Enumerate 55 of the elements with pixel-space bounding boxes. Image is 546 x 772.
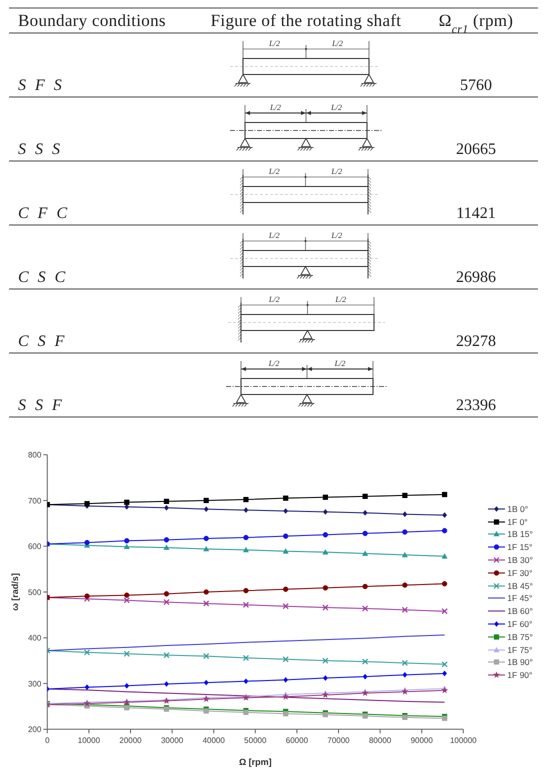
x-tick-label: 80000: [368, 736, 392, 745]
y-tick-label: 200: [28, 725, 42, 734]
shaft-diagram: L/2 L/2: [230, 103, 382, 151]
y-tick-label: 800: [28, 450, 42, 460]
y-tick-label: 600: [28, 542, 42, 552]
x-tick-label: 100000: [450, 736, 478, 745]
legend-label: 1B 75°: [507, 632, 533, 642]
legend-label: 1B 45°: [507, 580, 533, 591]
y-tick-label: 700: [28, 496, 42, 506]
legend-label: 1B 15°: [507, 529, 533, 540]
category-label: C F C: [18, 205, 68, 222]
legend-label: 1F 60°: [507, 618, 532, 629]
x-tick-label: 0: [45, 736, 50, 745]
x-tick-label: 70000: [327, 736, 350, 745]
shaft-diagram: L/2 L/2: [230, 39, 380, 87]
shaft-diagram: L/2 L/2: [230, 167, 380, 215]
category-label: S S F: [18, 397, 62, 414]
x-tick-label: 30000: [160, 736, 184, 745]
legend-label: 1B 0°: [507, 504, 528, 514]
text: Ω$_{cr1}$ (rpm): [438, 11, 514, 36]
category-label: S F S: [18, 77, 62, 94]
legend-label: 1B 90°: [507, 657, 533, 668]
legend-label: 1F 45°: [507, 593, 532, 604]
category-label: C S C: [18, 269, 66, 286]
data-label: 26986: [456, 269, 496, 286]
text: Figure of the rotating shaft: [210, 11, 402, 30]
data-label: 20665: [456, 141, 496, 158]
x-tick-label: 20000: [119, 736, 142, 745]
y-tick-label: 300: [28, 679, 42, 688]
x-tick-label: 50000: [244, 736, 267, 745]
legend-label: 1F 90°: [507, 670, 532, 680]
y-tick-label: 500: [28, 588, 42, 597]
data-label: 23396: [456, 397, 496, 414]
x-tick-label: 40000: [202, 736, 226, 745]
x-tick-label: 10000: [78, 736, 101, 745]
x-tick-label: 90000: [410, 736, 434, 745]
legend-label: 1F 75°: [507, 644, 532, 655]
y-tick-label: 400: [28, 634, 42, 643]
data-label: 5760: [460, 77, 492, 94]
data-label: 29278: [456, 333, 496, 350]
category-label: C S F: [18, 333, 65, 350]
text: Boundary conditions: [18, 11, 166, 30]
legend-label: 1F 15°: [507, 542, 532, 552]
shaft-diagram: L/2 L/2: [228, 295, 386, 343]
data-label: 11421: [456, 205, 496, 222]
shaft-diagram: L/2 L/2: [230, 231, 380, 279]
x-axis-title: Ω [rpm]: [238, 757, 272, 767]
y-axis-title: ω [rad/s]: [10, 573, 20, 611]
legend-label: 1F 30°: [507, 568, 532, 578]
shaft-diagram: L/2 L/2: [226, 359, 388, 407]
legend-label: 1F 0°: [507, 516, 528, 527]
legend-label: 1B 30°: [507, 554, 533, 565]
x-tick-label: 60000: [286, 736, 309, 745]
legend-label: 1B 60°: [507, 606, 533, 616]
category-label: S S S: [18, 141, 60, 158]
